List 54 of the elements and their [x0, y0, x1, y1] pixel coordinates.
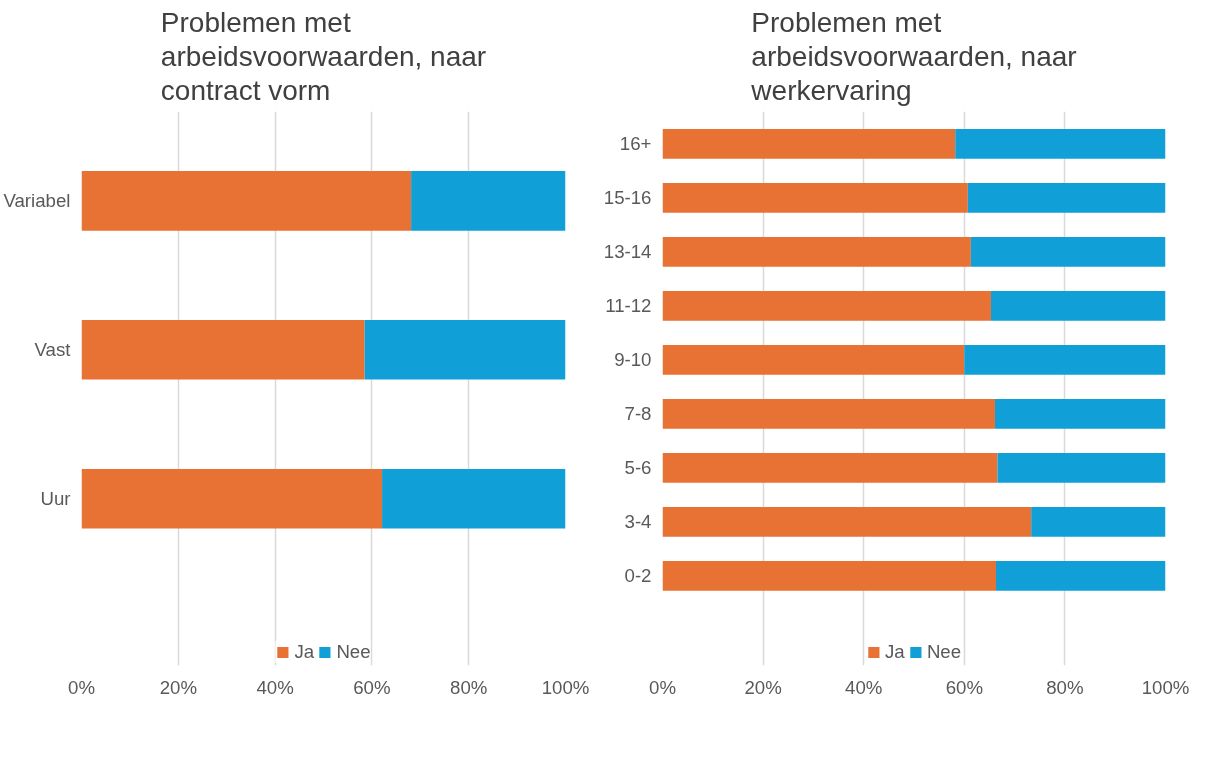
- y-tick-label: 9-10: [614, 349, 652, 371]
- bar: [997, 453, 1166, 483]
- bar: [364, 319, 566, 380]
- x-tick-label: 60%: [353, 676, 391, 698]
- x-tick-label: 100%: [541, 676, 590, 698]
- bar: [81, 171, 412, 231]
- chart-title: Problemen met arbeidsvoorwaarden, naar werkervaring: [750, 7, 1077, 107]
- x-tick-label: 0%: [68, 676, 95, 698]
- x-tick-label: 0%: [649, 676, 676, 698]
- x-tick-label: 20%: [159, 676, 197, 698]
- y-tick-label: 15-16: [603, 187, 652, 209]
- legend-label: Ja: [884, 641, 905, 663]
- y-tick-label: 3-4: [624, 511, 652, 533]
- bar: [662, 345, 965, 375]
- bar: [1031, 507, 1166, 537]
- bar: [662, 237, 971, 267]
- y-tick-label: 16+: [619, 133, 652, 155]
- bar: [662, 453, 998, 483]
- x-tick-label: 40%: [256, 676, 294, 698]
- chart-title: Problemen met arbeidsvoorwaarden, naar contract vorm: [160, 7, 487, 107]
- bar: [662, 399, 995, 429]
- bar: [955, 129, 1166, 159]
- x-tick-label: 60%: [945, 676, 983, 698]
- legend-label: Ja: [294, 641, 315, 663]
- x-tick-label: 80%: [1046, 676, 1084, 698]
- bar: [994, 399, 1166, 429]
- y-tick-label: Vast: [34, 339, 72, 361]
- y-tick-label: 13-14: [603, 241, 652, 263]
- x-tick-label: 80%: [450, 676, 488, 698]
- bar: [662, 561, 996, 591]
- bar: [662, 507, 1032, 537]
- bar: [81, 319, 365, 380]
- legend-label: Nee: [336, 641, 371, 663]
- y-tick-label: 0-2: [624, 565, 652, 587]
- x-tick-label: 40%: [845, 676, 883, 698]
- bar: [990, 291, 1166, 321]
- x-tick-label: 100%: [1141, 676, 1190, 698]
- bar: [662, 291, 991, 321]
- bar: [81, 468, 383, 529]
- bar: [662, 183, 968, 213]
- bar: [411, 171, 566, 231]
- bar: [662, 129, 956, 159]
- bar: [967, 183, 1166, 213]
- bar: [970, 237, 1166, 267]
- y-tick-label: 11-12: [605, 295, 652, 317]
- y-tick-label: 5-6: [624, 457, 652, 479]
- y-tick-label: Uur: [40, 488, 71, 510]
- legend-label: Nee: [926, 641, 962, 663]
- y-tick-label: 7-8: [624, 403, 652, 425]
- bar: [995, 561, 1166, 591]
- bar: [382, 468, 566, 529]
- bar: [964, 345, 1166, 375]
- y-tick-label: Variabel: [3, 190, 71, 212]
- x-tick-label: 20%: [744, 676, 782, 698]
